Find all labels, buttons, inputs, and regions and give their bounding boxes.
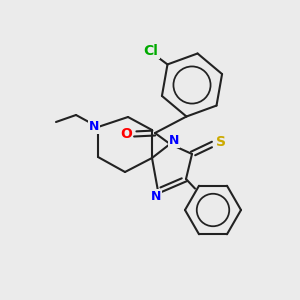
Text: O: O — [120, 127, 132, 141]
Text: N: N — [169, 134, 179, 146]
Text: N: N — [89, 119, 99, 133]
Text: N: N — [151, 190, 161, 202]
Text: S: S — [216, 135, 226, 149]
Text: Cl: Cl — [144, 44, 159, 58]
